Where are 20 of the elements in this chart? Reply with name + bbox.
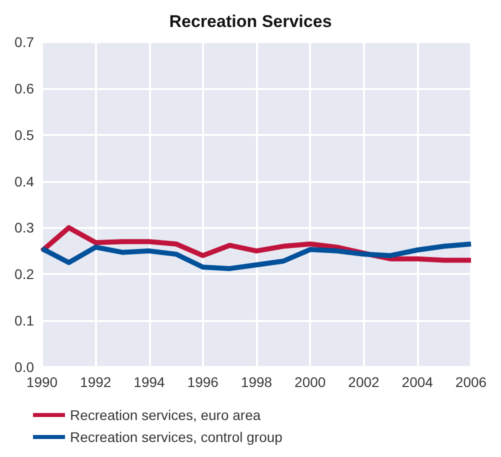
chart-title: Recreation Services	[169, 12, 332, 31]
y-tick-label: 0.5	[14, 126, 34, 143]
x-tick-label: 1996	[187, 374, 219, 390]
x-tick-label: 2002	[348, 374, 380, 390]
x-tick-label: 1990	[26, 374, 58, 390]
y-tick-label: 0.2	[14, 266, 34, 282]
x-tick-label: 1994	[134, 374, 166, 390]
y-tick-label: 0.3	[14, 220, 34, 236]
y-tick-label: 0.0	[14, 359, 34, 375]
x-tick-label: 2004	[402, 374, 434, 390]
y-tick-label: 0.1	[14, 312, 34, 329]
x-tick-label: 1992	[80, 374, 112, 390]
x-tick-label: 1998	[240, 374, 272, 390]
y-tick-label: 0.6	[14, 80, 34, 96]
y-tick-label: 0.4	[14, 173, 34, 190]
legend-label: Recreation services, euro area	[70, 407, 261, 423]
y-tick-label: 0.7	[14, 34, 34, 50]
x-tick-label: 2000	[294, 374, 326, 390]
x-tick-label: 2006	[455, 374, 487, 390]
legend-label: Recreation services, control group	[70, 429, 283, 445]
